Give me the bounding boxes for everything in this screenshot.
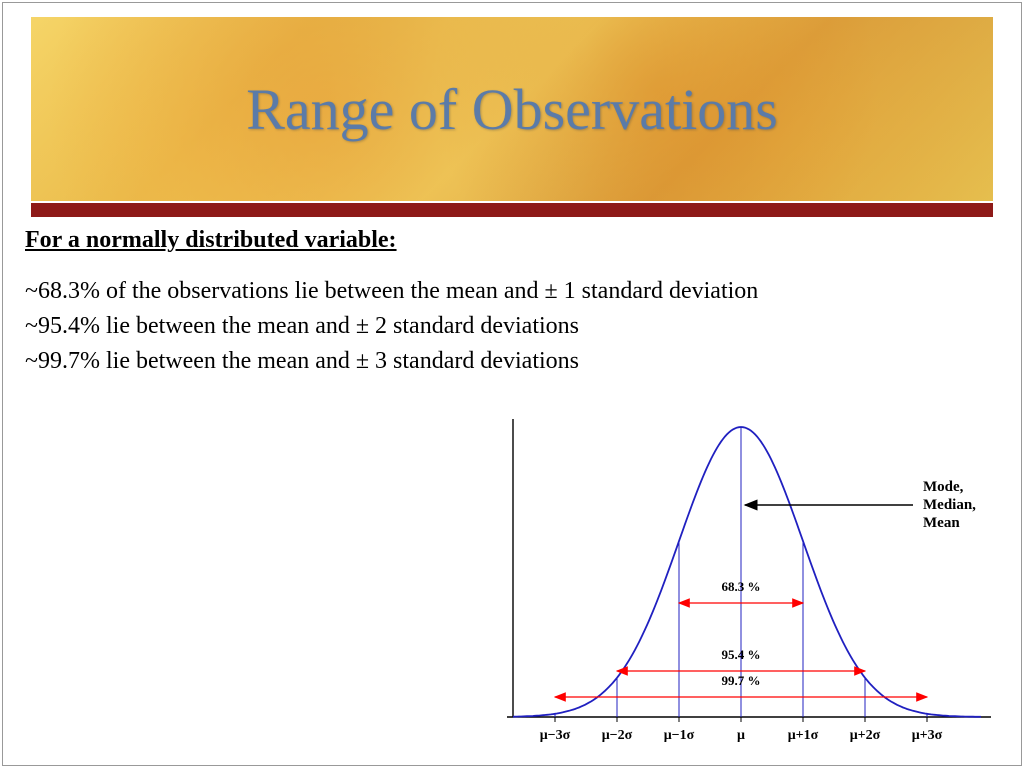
slide: Range of Observations For a normally dis…: [2, 2, 1022, 766]
svg-text:μ−2σ: μ−2σ: [602, 728, 633, 743]
body-text: For a normally distributed variable: ~68…: [25, 227, 1001, 378]
bullet-1: ~68.3% of the observations lie between t…: [25, 274, 1001, 309]
chart-svg: 68.3 % 95.4 % 99.7 % μ−3σ μ−2σ μ−1σ μ μ+1σ μ+2σ μ…: [471, 413, 1001, 753]
svg-text:99.7 %: 99.7 %: [722, 673, 761, 688]
svg-text:95.4 %: 95.4 %: [722, 647, 761, 662]
svg-text:Mean: Mean: [923, 515, 960, 531]
subtitle: For a normally distributed variable:: [25, 227, 1001, 254]
svg-text:μ−1σ: μ−1σ: [664, 728, 695, 743]
svg-text:μ−3σ: μ−3σ: [540, 728, 571, 743]
svg-text:μ+3σ: μ+3σ: [912, 728, 943, 743]
svg-text:μ: μ: [737, 728, 745, 743]
svg-text:68.3 %: 68.3 %: [722, 579, 761, 594]
slide-title: Range of Observations: [246, 76, 778, 143]
svg-text:Mode,: Mode,: [923, 479, 964, 495]
bullet-2: ~95.4% lie between the mean and ± 2 stan…: [25, 309, 1001, 344]
svg-text:μ+2σ: μ+2σ: [850, 728, 881, 743]
bullet-3: ~99.7% lie between the mean and ± 3 stan…: [25, 344, 1001, 379]
title-banner: Range of Observations: [31, 17, 993, 201]
bullet-list: ~68.3% of the observations lie between t…: [25, 274, 1001, 378]
red-divider: [31, 203, 993, 217]
svg-text:μ+1σ: μ+1σ: [788, 728, 819, 743]
normal-distribution-chart: 68.3 % 95.4 % 99.7 % μ−3σ μ−2σ μ−1σ μ μ+1σ μ+2σ μ…: [471, 413, 1001, 753]
svg-text:Median,: Median,: [923, 497, 976, 513]
